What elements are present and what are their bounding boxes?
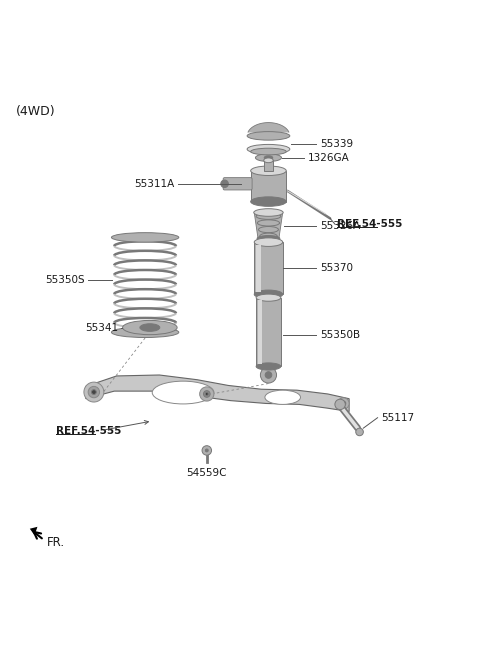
Bar: [258, 300, 262, 364]
Ellipse shape: [254, 290, 283, 299]
Ellipse shape: [221, 180, 228, 188]
Ellipse shape: [261, 367, 276, 383]
Bar: [266, 294, 271, 343]
Ellipse shape: [204, 391, 210, 397]
Bar: [264, 160, 273, 171]
Text: REF.54-555: REF.54-555: [337, 219, 403, 229]
Ellipse shape: [256, 363, 281, 370]
Ellipse shape: [247, 131, 290, 140]
Ellipse shape: [111, 327, 179, 338]
Text: 55370: 55370: [320, 263, 353, 273]
Ellipse shape: [152, 381, 214, 404]
Bar: [251, 171, 286, 202]
Text: REF.54-555: REF.54-555: [56, 426, 121, 436]
Ellipse shape: [265, 390, 300, 405]
Text: 54559C: 54559C: [187, 468, 227, 478]
FancyBboxPatch shape: [223, 177, 252, 190]
Text: 55326A: 55326A: [320, 221, 360, 231]
Ellipse shape: [256, 214, 281, 219]
Text: 1326GA: 1326GA: [308, 152, 349, 163]
Text: FR.: FR.: [47, 535, 65, 549]
Ellipse shape: [341, 401, 346, 406]
Ellipse shape: [205, 392, 208, 396]
Bar: [256, 244, 261, 292]
Ellipse shape: [251, 166, 286, 175]
Text: 55350S: 55350S: [45, 275, 84, 285]
Ellipse shape: [259, 227, 278, 233]
Polygon shape: [254, 212, 283, 238]
Ellipse shape: [111, 233, 179, 242]
Ellipse shape: [202, 445, 212, 455]
Ellipse shape: [264, 158, 273, 163]
Ellipse shape: [205, 449, 208, 452]
Text: 55117: 55117: [381, 413, 414, 422]
Ellipse shape: [256, 294, 281, 301]
Ellipse shape: [200, 387, 214, 401]
Ellipse shape: [264, 156, 273, 160]
Ellipse shape: [356, 428, 363, 436]
Text: 55341: 55341: [85, 323, 118, 332]
Ellipse shape: [251, 148, 286, 155]
Ellipse shape: [255, 154, 281, 162]
Bar: [254, 242, 283, 294]
Ellipse shape: [338, 397, 349, 409]
Ellipse shape: [251, 197, 286, 206]
Ellipse shape: [247, 145, 290, 154]
Text: 55350B: 55350B: [320, 330, 360, 340]
Ellipse shape: [260, 233, 277, 239]
Text: 55339: 55339: [320, 139, 353, 149]
Ellipse shape: [257, 235, 280, 242]
Ellipse shape: [257, 220, 280, 226]
Ellipse shape: [88, 386, 99, 397]
Ellipse shape: [335, 399, 345, 409]
Bar: [256, 298, 281, 367]
Text: (4WD): (4WD): [16, 104, 56, 118]
Ellipse shape: [265, 372, 272, 378]
Ellipse shape: [140, 324, 160, 331]
Text: 55311A: 55311A: [134, 179, 175, 189]
Ellipse shape: [254, 238, 283, 246]
Ellipse shape: [122, 321, 177, 334]
Ellipse shape: [92, 390, 96, 394]
Polygon shape: [30, 527, 37, 535]
Polygon shape: [86, 375, 349, 411]
Ellipse shape: [84, 382, 104, 402]
Ellipse shape: [254, 209, 283, 216]
